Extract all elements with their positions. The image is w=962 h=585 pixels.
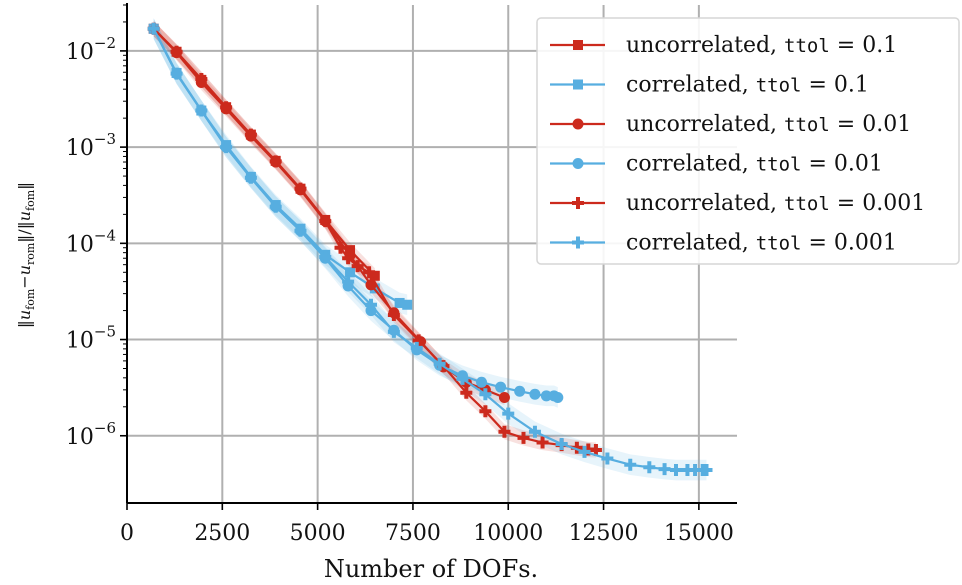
legend-marker <box>572 236 584 249</box>
legend-marker <box>572 158 584 169</box>
data-point <box>269 200 282 213</box>
data-point <box>387 308 400 321</box>
series-uncorrelated, ttol = 0.001 <box>147 22 602 457</box>
uncertainty-band <box>153 18 408 316</box>
data-point <box>410 341 423 354</box>
x-tick-label: 0 <box>120 521 134 546</box>
x-tick-label: 5000 <box>290 521 346 546</box>
data-point <box>479 405 492 418</box>
x-axis-label: Number of DOFs. <box>324 555 538 583</box>
y-tick-label: 10−5 <box>66 323 116 354</box>
data-point <box>220 141 233 154</box>
data-point <box>195 104 208 117</box>
series-line <box>152 28 559 399</box>
legend-marker <box>572 197 584 209</box>
data-point <box>700 464 713 477</box>
x-tick-label: 2500 <box>194 521 250 546</box>
data-point <box>319 251 332 264</box>
data-point <box>342 275 355 288</box>
legend-label: correlated, ttol = 0.1 <box>626 73 869 98</box>
data-point <box>345 267 356 278</box>
data-point <box>342 252 355 265</box>
data-point <box>670 464 682 477</box>
data-point <box>536 436 549 449</box>
uncertainty-band <box>153 18 558 408</box>
data-point <box>244 128 257 141</box>
data-point <box>498 391 510 403</box>
legend-marker <box>573 79 583 90</box>
data-point <box>147 22 160 35</box>
data-point <box>269 155 282 168</box>
data-point <box>365 298 377 311</box>
y-tick-label: 10−6 <box>66 419 116 450</box>
data-point <box>529 388 541 400</box>
legend-item: uncorrelated, ttol = 0.01 <box>550 112 911 137</box>
data-point <box>479 388 492 401</box>
data-point <box>552 391 564 403</box>
data-point <box>402 299 413 310</box>
y-axis-label: ‖ufom−urom‖/‖ufom‖ <box>15 182 37 328</box>
axes <box>120 3 737 510</box>
data-point <box>601 452 614 465</box>
x-tick-labels: 0 2500 5000 7500 10000 12500 15000 <box>120 521 734 546</box>
x-tick-label: 10000 <box>473 521 543 546</box>
data-point <box>460 386 473 399</box>
data-point <box>555 438 568 451</box>
x-tick-label: 12500 <box>569 521 639 546</box>
data-point <box>369 270 380 281</box>
data-point <box>294 182 307 195</box>
data-point <box>220 101 233 114</box>
data-point <box>643 461 656 474</box>
series-correlated, ttol = 0.01 <box>148 23 564 403</box>
data-point <box>658 463 671 476</box>
data-point <box>294 224 307 237</box>
data-point <box>244 171 257 184</box>
data-point <box>387 325 400 338</box>
series-group <box>147 22 713 477</box>
y-tick-labels: 10−2 10−3 10−4 10−5 10−6 <box>66 34 116 450</box>
y-tick-label: 10−4 <box>66 226 116 257</box>
data-point <box>498 425 511 438</box>
data-point <box>334 241 347 254</box>
data-point <box>578 445 591 458</box>
legend-label: correlated, ttol = 0.01 <box>626 152 883 177</box>
legend-item: uncorrelated, ttol = 0.001 <box>550 191 925 216</box>
legend-label: correlated, ttol = 0.001 <box>626 231 897 256</box>
legend-item: correlated, ttol = 0.1 <box>550 73 869 98</box>
series-correlated, ttol = 0.001 <box>147 22 713 477</box>
data-point <box>514 385 526 397</box>
y-tick-label: 10−3 <box>66 130 116 161</box>
data-point <box>624 458 637 471</box>
legend-label: uncorrelated, ttol = 0.001 <box>626 191 925 216</box>
data-point <box>495 381 507 393</box>
x-tick-label: 15000 <box>664 521 734 546</box>
legend-marker <box>573 40 583 50</box>
legend-item: uncorrelated, ttol = 0.1 <box>550 33 897 58</box>
data-point <box>394 297 405 308</box>
legend-marker <box>572 118 584 130</box>
data-point <box>319 215 332 228</box>
legend-label: uncorrelated, ttol = 0.01 <box>626 112 911 137</box>
data-point <box>528 425 541 438</box>
legend: uncorrelated, ttol = 0.1 correlated, ttol… <box>536 17 960 265</box>
legend-item: correlated, ttol = 0.001 <box>550 231 897 256</box>
data-point <box>517 431 530 444</box>
legend-item: correlated, ttol = 0.01 <box>550 152 883 177</box>
x-tick-label: 7500 <box>385 521 441 546</box>
data-point <box>351 260 364 273</box>
data-point <box>195 73 208 86</box>
y-tick-label: 10−2 <box>66 34 116 65</box>
legend-label: uncorrelated, ttol = 0.1 <box>626 33 897 58</box>
legend-box <box>536 17 960 265</box>
data-point <box>170 45 183 58</box>
data-point <box>363 266 376 279</box>
data-point <box>476 376 488 388</box>
data-point <box>170 67 183 80</box>
data-point <box>433 357 446 370</box>
data-point <box>540 390 552 402</box>
data-point <box>502 407 515 420</box>
data-point <box>456 372 469 385</box>
